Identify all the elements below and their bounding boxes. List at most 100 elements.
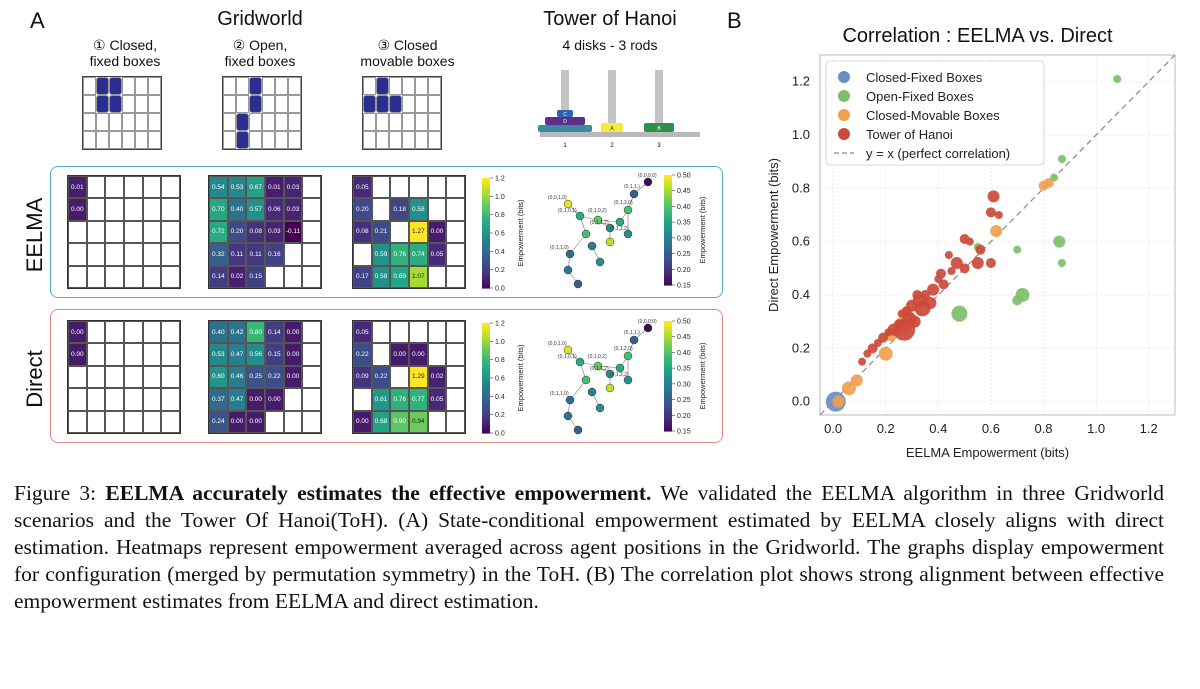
heatmap-cell bbox=[105, 265, 124, 288]
heatmap-cell: 0.68 bbox=[371, 410, 391, 433]
y-tick-label: 1.0 bbox=[792, 127, 810, 142]
direct-hanoi-graph: (0,0,0,0) (0,1,1,) (0,0,1,0) (0,1,0,1) (0,1,… bbox=[548, 319, 657, 435]
heatmap-cell bbox=[161, 176, 180, 199]
svg-text:3: 3 bbox=[657, 143, 661, 149]
scatter-point bbox=[990, 225, 1003, 237]
heatmap-cell bbox=[142, 365, 162, 389]
map-cell bbox=[249, 131, 262, 149]
colorbar-tick: 0.35 bbox=[677, 220, 691, 227]
hanoi-node-label: (0,0,1,0) bbox=[548, 195, 567, 201]
heatmap-cell: 0.03 bbox=[283, 198, 303, 221]
map-cell bbox=[83, 131, 96, 149]
direct-heatmap-scenario-2: 0.40 0.42 0.80 0.14 0.00 0.53 0.47 0.56 0.15 0.00… bbox=[208, 320, 322, 434]
scatter-point bbox=[1012, 295, 1023, 306]
heatmap-cell: 0.20 bbox=[353, 198, 372, 221]
heatmap-cell bbox=[86, 243, 106, 266]
hanoi-title: Tower of Hanoi bbox=[543, 8, 677, 30]
heatmap-cell: 0.03 bbox=[264, 220, 284, 244]
scenario-2-map bbox=[222, 76, 302, 150]
map-cell bbox=[236, 77, 249, 95]
heatmap-cell bbox=[161, 243, 180, 266]
colorbar-tick: 0.15 bbox=[677, 429, 691, 435]
heatmap-cell: 0.47 bbox=[227, 388, 247, 411]
hanoi-node bbox=[581, 229, 591, 239]
colorbar-tick: 1.0 bbox=[495, 339, 505, 346]
map-cell bbox=[96, 95, 109, 113]
heatmap-cell: 0.53 bbox=[209, 343, 228, 366]
heatmap-cell: 0.03 bbox=[283, 176, 303, 199]
heatmap-cell bbox=[123, 243, 143, 266]
caption-text: We validated the EELMA algorithm in thre… bbox=[14, 481, 1164, 613]
scatter-point bbox=[1113, 75, 1122, 83]
x-tick-label: 1.0 bbox=[1087, 421, 1105, 436]
heatmap-cell: 0.00 bbox=[283, 365, 303, 389]
heatmap-cell: 0.00 bbox=[390, 343, 409, 366]
x-tick-label: 0.6 bbox=[982, 421, 1000, 436]
map-cell bbox=[122, 113, 135, 131]
map-cell bbox=[223, 95, 236, 113]
gridworld-title: Gridworld bbox=[217, 8, 303, 30]
heatmap-cell: 0.01 bbox=[264, 176, 284, 199]
heatmap-cell bbox=[105, 343, 124, 366]
scenario-1-map bbox=[82, 76, 162, 150]
colorbar-tick: 1.0 bbox=[495, 194, 505, 201]
map-cell bbox=[288, 131, 301, 149]
svg-text:B: B bbox=[657, 126, 661, 132]
heatmap-cell: 0.58 bbox=[408, 198, 428, 221]
heatmap-cell: 0.14 bbox=[264, 321, 284, 344]
scatter-point bbox=[858, 357, 867, 366]
heatmap-cell bbox=[390, 321, 409, 344]
heatmap-cell bbox=[302, 410, 321, 433]
scatter-point bbox=[944, 251, 953, 259]
svg-text:2: 2 bbox=[610, 143, 614, 149]
heatmap-cell: 0.05 bbox=[427, 388, 447, 411]
heatmap-cell bbox=[302, 388, 321, 411]
map-cell bbox=[288, 95, 301, 113]
heatmap-cell bbox=[427, 410, 447, 433]
x-tick-label: 0.8 bbox=[1034, 421, 1052, 436]
map-cell bbox=[249, 77, 262, 95]
heatmap-cell bbox=[371, 176, 391, 199]
colorbar-tick: 0.45 bbox=[677, 334, 691, 341]
hanoi-node bbox=[643, 323, 653, 333]
hanoi-node bbox=[623, 351, 633, 361]
scatter-point bbox=[1053, 235, 1066, 248]
heatmap-cell: 0.24 bbox=[209, 410, 228, 433]
heatmap-cell bbox=[105, 410, 124, 433]
colorbar-label: Empowerment (bits) bbox=[698, 342, 707, 410]
heatmap-cell bbox=[123, 220, 143, 244]
heatmap-cell: 0.80 bbox=[246, 321, 265, 344]
map-cell bbox=[428, 77, 441, 95]
heatmap-cell: -0.11 bbox=[283, 220, 303, 244]
map-cell bbox=[275, 95, 288, 113]
heatmap-cell bbox=[408, 176, 428, 199]
heatmap-cell: 0.21 bbox=[371, 220, 391, 244]
hanoi-node bbox=[587, 241, 597, 251]
heatmap-cell: 0.06 bbox=[264, 198, 284, 221]
hanoi-node bbox=[563, 345, 573, 355]
colorbar-tick: 0.45 bbox=[677, 188, 691, 195]
heatmap-cell: 0.56 bbox=[246, 343, 265, 366]
heatmap-cell bbox=[86, 176, 106, 199]
legend-label: Closed-Movable Boxes bbox=[866, 108, 1000, 123]
heatmap-cell bbox=[68, 243, 87, 266]
heatmap-cell: 0.76 bbox=[390, 243, 409, 266]
heatmap-cell bbox=[142, 176, 162, 199]
heatmap-cell bbox=[68, 365, 87, 389]
colorbar-tick: 0.25 bbox=[677, 397, 691, 404]
scatter-point bbox=[1057, 155, 1066, 163]
heatmap-cell bbox=[371, 343, 391, 366]
scenario-1-title: ① Closed, fixed boxes bbox=[89, 37, 161, 69]
heatmap-cell: 0.00 bbox=[264, 388, 284, 411]
legend-marker bbox=[838, 128, 850, 140]
map-cell bbox=[109, 113, 122, 131]
heatmap-cell bbox=[161, 388, 180, 411]
colorbar-tick: 0.4 bbox=[495, 394, 505, 401]
map-cell bbox=[262, 113, 275, 131]
hanoi-node bbox=[595, 403, 605, 413]
map-cell bbox=[376, 131, 389, 149]
eelma-heatmap-scenario-2: 0.54 0.53 0.67 0.01 0.03 0.70 0.40 0.57 0.06 0.03… bbox=[208, 175, 322, 289]
heatmap-cell bbox=[161, 265, 180, 288]
heatmap-cell: 0.54 bbox=[209, 176, 228, 199]
map-cell bbox=[109, 95, 122, 113]
